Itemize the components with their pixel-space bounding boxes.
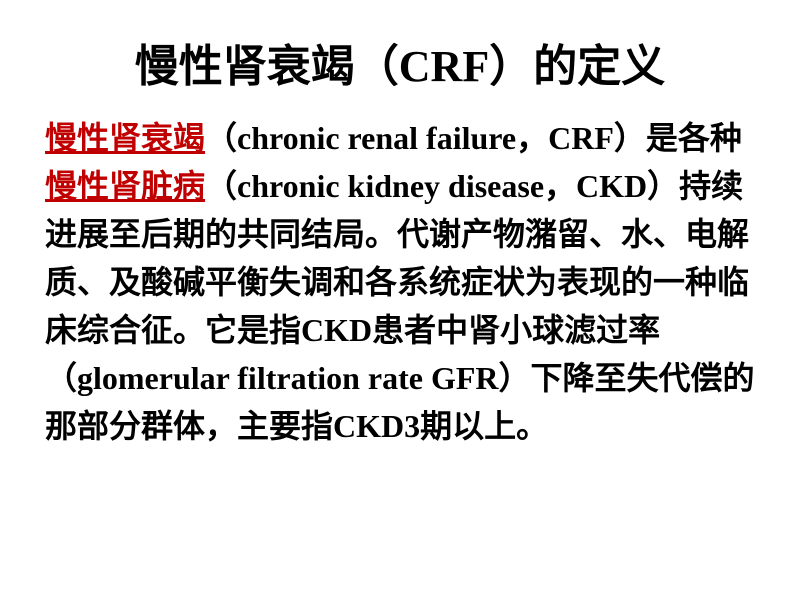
body-text-segment: （chronic kidney disease，CKD）持续进展至后期的共同结局… (45, 168, 755, 444)
highlighted-term: 慢性肾衰竭 (45, 120, 205, 156)
highlighted-term: 慢性肾脏病 (45, 168, 205, 204)
body-text-segment: （chronic renal failure，CRF）是各种 (205, 120, 742, 156)
slide-title: 慢性肾衰竭（CRF）的定义 (45, 30, 755, 94)
slide-body: 慢性肾衰竭（chronic renal failure，CRF）是各种慢性肾脏病… (45, 114, 755, 450)
